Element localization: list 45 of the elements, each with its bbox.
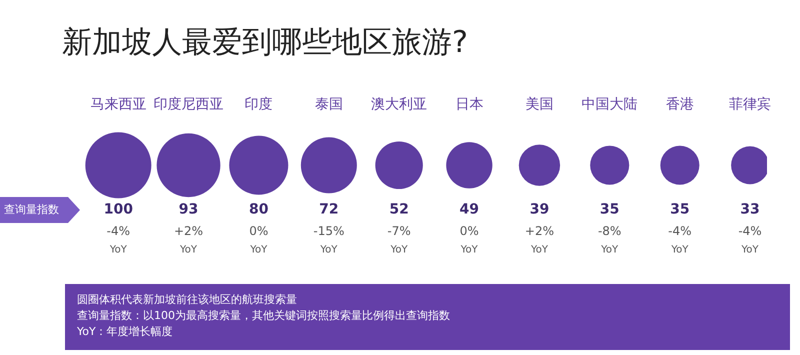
- data-label: 93: [178, 202, 198, 218]
- data-label: 39: [530, 202, 550, 218]
- data-label: 49: [460, 202, 480, 218]
- text: YoY: [742, 244, 759, 256]
- text: YoY: [390, 244, 408, 256]
- text: 圆圈体积代表新加坡前往该地区的航班搜索量: [77, 292, 298, 308]
- data-label: 33: [740, 202, 760, 218]
- category-label: 香港: [666, 96, 694, 113]
- text: +2%: [524, 224, 554, 238]
- text: +2%: [174, 224, 204, 238]
- text: YoY: [671, 244, 688, 256]
- text: -4%: [668, 224, 692, 238]
- category-label: 印度尼西亚: [154, 96, 224, 113]
- text: -8%: [598, 224, 622, 238]
- text: YoY: [110, 244, 127, 256]
- data-label: 35: [670, 202, 690, 218]
- category-label: 泰国: [314, 96, 343, 113]
- category-label: 澳大利亚: [371, 96, 428, 113]
- text: YoY：年度增长幅度: [77, 324, 174, 340]
- text: YoY: [250, 244, 268, 256]
- text: 0%: [460, 224, 479, 238]
- text: 查询量指数：以100为最高搜索量，其他关键词按照搜索量比例得出查询指数: [77, 308, 451, 324]
- category-label: 印度: [244, 96, 273, 113]
- category-label: 日本: [455, 96, 484, 113]
- text: 新加坡人最爱到哪些地区旅游?: [62, 24, 468, 62]
- data-label: 52: [389, 202, 409, 218]
- text: -4%: [106, 224, 130, 238]
- text: -4%: [738, 224, 762, 238]
- category-label: 美国: [525, 96, 554, 113]
- text: YoY: [530, 244, 548, 256]
- text: YoY: [601, 244, 618, 256]
- text: -7%: [387, 224, 411, 238]
- text: YoY: [320, 244, 338, 256]
- text: YoY: [180, 244, 198, 256]
- text: -15%: [313, 224, 344, 238]
- data-label: 100: [104, 202, 134, 218]
- text: 0%: [249, 224, 268, 238]
- data-label: 35: [600, 202, 620, 218]
- category-label: 中国大陆: [582, 96, 638, 113]
- data-label: 72: [319, 202, 339, 218]
- text: YoY: [460, 244, 478, 256]
- data-label: 80: [248, 202, 269, 218]
- category-label: 马来西亚: [90, 96, 146, 113]
- category-label: 菲律宾: [729, 96, 772, 113]
- text: 查询量指数: [0, 197, 80, 223]
